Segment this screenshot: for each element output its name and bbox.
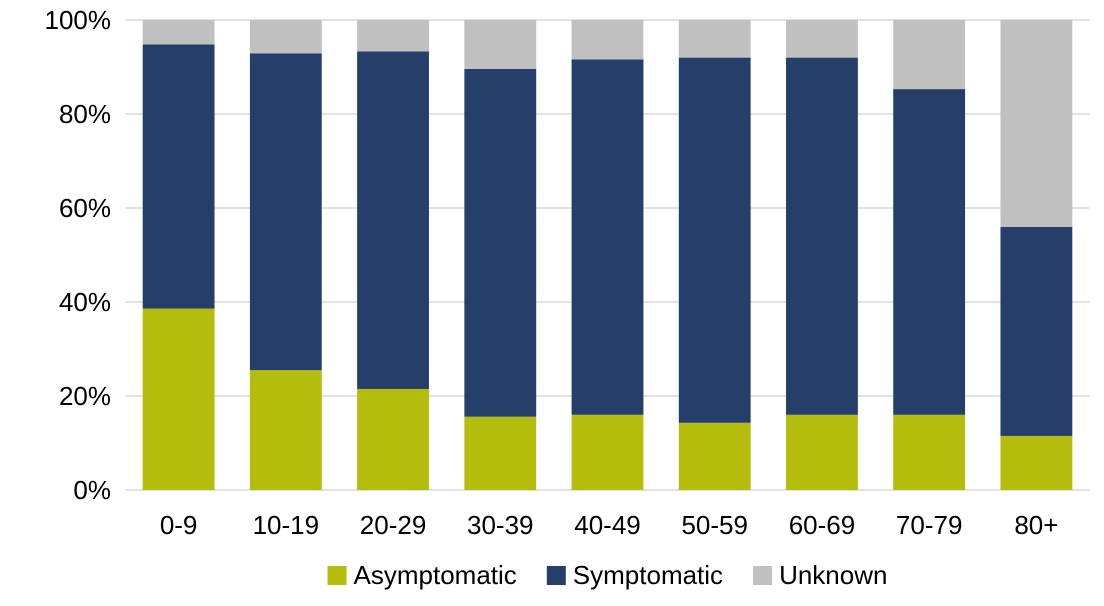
- bar-unknown-40-49: [571, 20, 644, 60]
- bar-symptomatic-70-79: [893, 89, 966, 415]
- x-tick-label: 70-79: [896, 510, 963, 540]
- bar-unknown-0-9: [142, 20, 215, 45]
- x-tick-label: 40-49: [574, 510, 641, 540]
- bar-symptomatic-80+: [1000, 226, 1073, 436]
- bar-symptomatic-50-59: [678, 57, 751, 423]
- legend-swatch-asymptomatic: [327, 566, 347, 585]
- bar-unknown-30-39: [464, 20, 537, 69]
- y-tick-label: 80%: [59, 99, 111, 129]
- bar-unknown-80+: [1000, 20, 1073, 227]
- y-tick-label: 20%: [59, 381, 111, 411]
- y-tick-label: 40%: [59, 287, 111, 317]
- legend-label: Symptomatic: [573, 560, 723, 590]
- y-axis: 0% 20% 40% 60% 80% 100%: [45, 5, 112, 505]
- y-tick-label: 0%: [73, 475, 111, 505]
- bar-asymptomatic-10-19: [249, 370, 322, 490]
- bar-unknown-50-59: [678, 20, 751, 58]
- bar-asymptomatic-60-69: [786, 414, 858, 490]
- bar-symptomatic-0-9: [142, 44, 215, 309]
- legend-label: Asymptomatic: [354, 560, 517, 590]
- bar-symptomatic-60-69: [786, 57, 858, 415]
- x-axis: 0-9 10-19 20-29 30-39 40-49 50-59 60-69 70-79 80…: [160, 510, 1059, 540]
- y-tick-label: 60%: [59, 193, 111, 223]
- x-tick-label: 60-69: [789, 510, 856, 540]
- bar-asymptomatic-30-39: [464, 416, 537, 490]
- legend: Asymptomatic Symptomatic Unknown: [327, 560, 887, 590]
- x-tick-label: 0-9: [160, 510, 198, 540]
- bar-asymptomatic-80+: [1000, 435, 1073, 490]
- bar-asymptomatic-0-9: [142, 308, 215, 490]
- bar-symptomatic-20-29: [357, 51, 429, 389]
- x-tick-label: 30-39: [467, 510, 534, 540]
- bar-unknown-20-29: [357, 20, 429, 52]
- bar-symptomatic-30-39: [464, 68, 537, 417]
- bar-asymptomatic-50-59: [678, 422, 751, 490]
- bar-unknown-10-19: [249, 20, 322, 54]
- bar-unknown-60-69: [786, 20, 858, 58]
- legend-label: Unknown: [779, 560, 887, 590]
- x-tick-label: 80+: [1014, 510, 1058, 540]
- bars: [142, 20, 1073, 490]
- bar-unknown-70-79: [893, 20, 966, 90]
- x-tick-label: 10-19: [253, 510, 320, 540]
- x-tick-label: 50-59: [681, 510, 748, 540]
- legend-swatch-symptomatic: [546, 566, 566, 585]
- x-tick-label: 20-29: [360, 510, 427, 540]
- y-tick-label: 100%: [45, 5, 112, 35]
- bar-asymptomatic-20-29: [357, 388, 429, 490]
- bar-asymptomatic-40-49: [571, 414, 644, 490]
- bar-asymptomatic-70-79: [893, 414, 966, 490]
- bar-symptomatic-10-19: [249, 53, 322, 371]
- bar-symptomatic-40-49: [571, 59, 644, 415]
- legend-swatch-unknown: [753, 566, 773, 585]
